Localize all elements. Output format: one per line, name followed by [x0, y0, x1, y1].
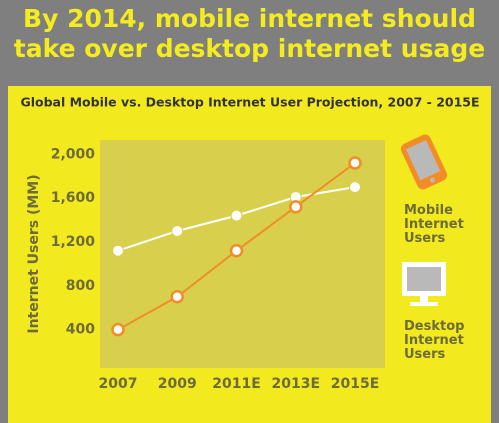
headline: By 2014, mobile internet should take ove…	[13, 4, 486, 63]
legend-label: Desktop Internet Users	[404, 319, 465, 362]
x-tick-label: 2015E	[331, 376, 380, 392]
point	[348, 156, 362, 170]
point	[170, 290, 184, 304]
icon-part	[429, 177, 435, 183]
icon-part	[406, 140, 441, 181]
point	[349, 181, 361, 194]
chart-subtitle: Global Mobile vs. Desktop Internet User …	[20, 95, 479, 110]
point	[289, 200, 303, 214]
x-tick-label: 2013E	[271, 376, 320, 392]
y-tick-label: 400	[66, 322, 95, 338]
legend-label: Mobile Internet Users	[404, 203, 464, 246]
x-tick-label: 2009	[158, 376, 197, 392]
y-tick-label: 800	[66, 278, 95, 294]
monitor-screen	[407, 267, 441, 291]
monitor-stand	[420, 296, 428, 302]
y-tick-label: 1,200	[51, 234, 96, 250]
y-tick-label: 2,000	[51, 146, 96, 162]
y-axis-label: Internet Users (MM)	[26, 174, 42, 333]
point	[230, 209, 243, 222]
monitor-base	[410, 302, 438, 306]
y-tick-label: 1,600	[51, 190, 96, 206]
point	[229, 243, 244, 258]
point	[112, 244, 124, 257]
x-tick-label: 2011E	[212, 376, 261, 392]
plot-area	[100, 140, 385, 368]
mobile-icon	[400, 134, 448, 190]
x-tick-label: 2007	[99, 376, 138, 392]
point	[111, 322, 125, 337]
point	[171, 224, 184, 237]
